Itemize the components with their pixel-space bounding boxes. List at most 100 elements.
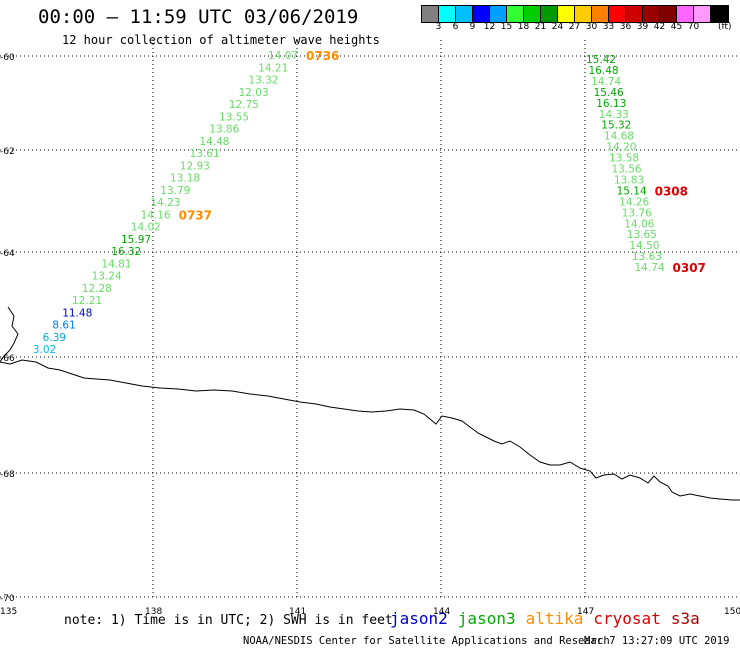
color-scale-unit: (ft)	[718, 22, 732, 32]
color-scale-legend	[421, 5, 729, 23]
wave-height-value: 13.55	[219, 111, 249, 123]
pass-time-label: 0736	[306, 49, 339, 63]
antarctic-coastline	[0, 306, 740, 501]
latitude-label: -64	[0, 249, 15, 259]
legend-tick-label: 18	[517, 22, 530, 32]
wave-height-value: 13.63	[632, 251, 662, 263]
wave-height-value: 15.32	[601, 120, 631, 132]
latitude-label: -70	[0, 594, 15, 604]
wave-height-value: 13.83	[614, 174, 644, 186]
pass-time-label: 0308	[655, 184, 688, 198]
wave-height-value: 15.97	[121, 234, 151, 246]
chart-title: 00:00 – 11:59 UTC 03/06/2019	[38, 6, 359, 28]
wave-height-value: 14.16	[141, 209, 171, 221]
legend-tick-label: 45	[670, 22, 683, 32]
wave-height-value: 12.75	[229, 99, 259, 111]
wave-height-value: 14.06	[624, 218, 654, 230]
wave-height-value: 13.18	[170, 173, 200, 185]
legend-swatch	[626, 6, 643, 22]
wave-height-value: 12.03	[239, 87, 269, 99]
latitude-label: -60	[0, 53, 15, 63]
longitude-label: 147	[577, 607, 594, 617]
latitude-tick-labels: -60 -62 -64 -66 -68 -70	[0, 53, 15, 604]
legend-tick-label: 15	[500, 22, 513, 32]
wave-height-value: 13.61	[190, 148, 220, 160]
legend-tick-label: 21	[534, 22, 547, 32]
wave-height-value: 13.58	[609, 153, 639, 165]
wave-height-value: 6.39	[43, 332, 66, 344]
longitude-label: 141	[289, 607, 306, 617]
legend-swatch	[609, 6, 626, 22]
legend-swatch	[524, 6, 541, 22]
legend-tick-label: 70	[687, 22, 700, 32]
legend-tick-label: 27	[568, 22, 581, 32]
legend-swatch	[660, 6, 677, 22]
longitude-label: 138	[145, 607, 162, 617]
longitude-label: 150	[724, 607, 740, 617]
legend-swatch	[473, 6, 490, 22]
wave-height-value: 14.74	[591, 76, 621, 88]
legend-swatch	[643, 6, 660, 22]
wave-height-value: 13.32	[248, 75, 278, 87]
graticule	[0, 40, 740, 600]
wave-height-value: 16.32	[111, 246, 141, 258]
legend-tick-label: 30	[585, 22, 598, 32]
wave-height-value: 8.61	[52, 320, 75, 332]
generation-timestamp: Mar 7 13:27:09 UTC 2019	[584, 635, 730, 647]
legend-tick-label: 39	[636, 22, 649, 32]
legend-swatch	[456, 6, 473, 22]
wave-height-value: 14.21	[258, 62, 288, 74]
legend-swatch	[422, 6, 439, 22]
wave-height-value: 11.48	[62, 307, 92, 319]
legend-swatch	[439, 6, 456, 22]
legend-swatch	[592, 6, 609, 22]
wave-height-value: 14.74	[635, 262, 665, 274]
wave-height-value: 13.79	[160, 185, 190, 197]
legend-swatch	[541, 6, 558, 22]
wave-height-value: 13.65	[627, 229, 657, 241]
legend-tick-label: 36	[619, 22, 632, 32]
wave-height-value: 13.86	[209, 124, 239, 136]
altimeter-track-east: 15.4216.4814.7415.4616.1314.3315.3214.68…	[586, 54, 706, 275]
footnote: note: 1) Time is in UTC; 2) SWH is in fe…	[64, 613, 393, 628]
legend-swatch	[490, 6, 507, 22]
latitude-label: -62	[0, 147, 15, 157]
wave-height-value: 16.13	[596, 98, 626, 110]
legend-tick-label: 6	[452, 22, 459, 32]
wave-height-value: 14.20	[606, 142, 636, 154]
legend-tick-label: 3	[435, 22, 442, 32]
credit-line: NOAA/NESDIS Center for Satellite Applica…	[243, 635, 610, 647]
wave-height-value: 12.93	[180, 160, 210, 172]
wave-height-value: 13.56	[612, 164, 642, 176]
satellite-legend-item: altika	[525, 609, 584, 628]
altimeter-track-west: 14.0714.2113.3212.0312.7513.5513.8614.48…	[33, 49, 340, 356]
wave-height-value: 15.42	[586, 54, 616, 66]
wave-height-value: 14.07	[268, 50, 298, 62]
satellite-legend: jason2 jason3 altika cryosat s3a	[390, 609, 710, 628]
legend-swatch	[694, 6, 711, 22]
wave-height-value: 16.48	[589, 65, 619, 77]
legend-tick-label: 42	[653, 22, 666, 32]
legend-swatch	[507, 6, 524, 22]
longitude-tick-labels: 135 138 141 144 147 150	[0, 607, 740, 617]
wave-height-value: 14.81	[101, 258, 131, 270]
wave-height-value: 15.14	[617, 185, 647, 197]
wave-height-value: 14.26	[619, 196, 649, 208]
pass-time-label: 0737	[179, 208, 212, 222]
satellite-legend-item: cryosat	[593, 609, 661, 628]
satellite-legend-item: jason2	[390, 609, 448, 628]
wave-height-value: 13.24	[92, 271, 122, 283]
legend-tick-label: 12	[483, 22, 496, 32]
wave-height-value: 14.33	[599, 109, 629, 121]
latitude-label: -66	[0, 354, 15, 364]
wave-height-value: 14.48	[199, 136, 229, 148]
legend-swatch	[711, 6, 728, 22]
legend-swatch	[677, 6, 694, 22]
chart-subtitle: 12 hour collection of altimeter wave hei…	[62, 33, 380, 47]
pass-time-label: 0307	[673, 261, 706, 275]
wave-height-value: 13.76	[622, 207, 652, 219]
legend-swatch	[575, 6, 592, 22]
legend-swatch	[558, 6, 575, 22]
wave-height-value: 15.46	[594, 87, 624, 99]
